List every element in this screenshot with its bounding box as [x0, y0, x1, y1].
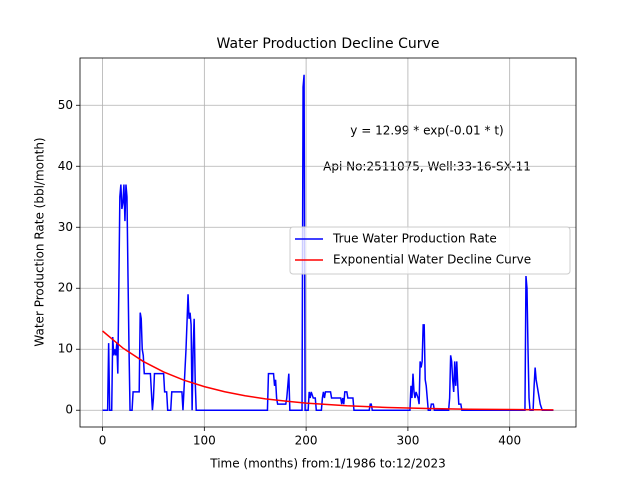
y-axis-label: Water Production Rate (bbl/month) — [33, 137, 47, 346]
y-tick-label: 20 — [58, 281, 73, 295]
annotation: y = 12.99 * exp(-0.01 * t) — [350, 124, 503, 138]
y-tick-label: 40 — [58, 159, 73, 173]
x-axis-label: Time (months) from:1/1986 to:12/2023 — [209, 457, 446, 471]
y-tick-label: 0 — [65, 403, 73, 417]
y-tick-label: 30 — [58, 220, 73, 234]
data-line — [102, 74, 554, 411]
legend-box — [289, 226, 571, 275]
x-tick-label: 200 — [295, 434, 318, 448]
x-tick-label: 400 — [498, 434, 521, 448]
x-tick-label: 0 — [99, 434, 107, 448]
y-tick-label: 50 — [58, 98, 73, 112]
data-line — [102, 330, 554, 411]
y-tick-label: 10 — [58, 342, 73, 356]
plot-frame — [79, 57, 577, 428]
chart-title: Water Production Decline Curve — [217, 36, 440, 52]
legend-label: Exponential Water Decline Curve — [333, 253, 531, 267]
x-tick-label: 300 — [396, 434, 419, 448]
x-tick-label: 100 — [193, 434, 216, 448]
legend-label: True Water Production Rate — [332, 232, 497, 246]
